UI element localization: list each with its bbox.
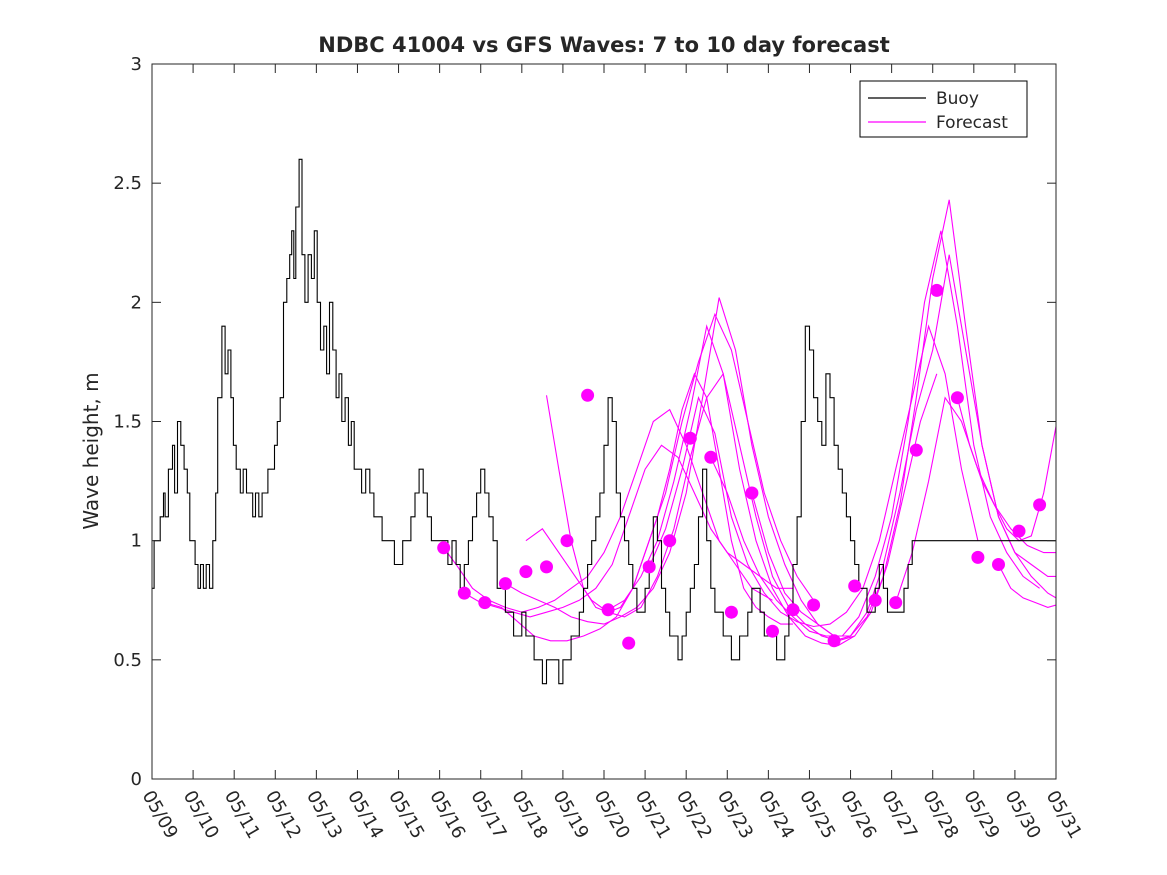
forecast-marker-15 bbox=[745, 486, 759, 500]
forecast-marker-4 bbox=[519, 565, 533, 579]
series-group bbox=[152, 158, 1056, 685]
forecast-marker-22 bbox=[889, 596, 903, 610]
y-tick-label-6: 3 bbox=[131, 54, 142, 75]
buoy-line bbox=[152, 158, 1056, 685]
forecast-marker-27 bbox=[992, 558, 1005, 571]
forecast-marker-14 bbox=[724, 605, 738, 619]
forecast-marker-13 bbox=[704, 450, 718, 464]
forecast-marker-6 bbox=[560, 534, 574, 548]
legend-box bbox=[859, 80, 1028, 138]
forecast-marker-12 bbox=[683, 431, 697, 445]
y-tick-label-2: 1 bbox=[131, 531, 142, 552]
forecast-run-line-8 bbox=[710, 230, 1040, 637]
chart-title: NDBC 41004 vs GFS Waves: 7 to 10 day for… bbox=[318, 33, 889, 57]
forecast-marker-24 bbox=[930, 283, 944, 297]
forecast-marker-21 bbox=[868, 593, 882, 607]
y-tick-label-4: 2 bbox=[131, 292, 142, 313]
forecast-run-line-13 bbox=[998, 564, 1056, 608]
forecast-run-line-4 bbox=[525, 372, 855, 642]
y-tick-label-5: 2.5 bbox=[113, 173, 142, 194]
forecast-run-line-1 bbox=[464, 444, 793, 618]
forecast-marker-18 bbox=[807, 598, 821, 612]
y-axis-label: Wave height, m bbox=[79, 372, 103, 529]
forecast-marker-3 bbox=[498, 577, 512, 591]
forecast-marker-23 bbox=[909, 443, 923, 457]
forecast-marker-25 bbox=[950, 391, 964, 405]
y-tick-label-1: 0.5 bbox=[113, 650, 142, 671]
legend-forecast-label: Forecast bbox=[936, 113, 1008, 133]
forecast-marker-20 bbox=[848, 579, 862, 593]
forecast-marker-11 bbox=[663, 534, 677, 548]
legend-buoy-label: Buoy bbox=[936, 89, 979, 109]
forecast-marker-5 bbox=[540, 560, 553, 574]
forecast-run-line-3 bbox=[505, 297, 835, 637]
plot-area bbox=[152, 158, 1056, 685]
forecast-marker-7 bbox=[581, 388, 595, 402]
forecast-marker-8 bbox=[601, 603, 615, 617]
forecast-marker-10 bbox=[642, 560, 656, 574]
forecast-marker-0 bbox=[437, 541, 451, 555]
legend: Buoy Forecast bbox=[859, 80, 1028, 138]
forecast-marker-1 bbox=[457, 586, 471, 600]
forecast-marker-16 bbox=[766, 624, 779, 638]
forecast-marker-2 bbox=[478, 596, 492, 610]
forecast-marker-29 bbox=[1033, 498, 1047, 512]
y-tick-label-3: 1.5 bbox=[113, 412, 142, 433]
forecast-marker-28 bbox=[1012, 524, 1026, 538]
forecast-marker-26 bbox=[971, 550, 985, 564]
forecast-marker-19 bbox=[827, 634, 841, 648]
forecast-run-line-0 bbox=[443, 408, 773, 613]
forecast-marker-17 bbox=[786, 603, 800, 617]
y-tick-label-0: 0 bbox=[131, 769, 142, 790]
forecast-marker-9 bbox=[622, 636, 636, 650]
